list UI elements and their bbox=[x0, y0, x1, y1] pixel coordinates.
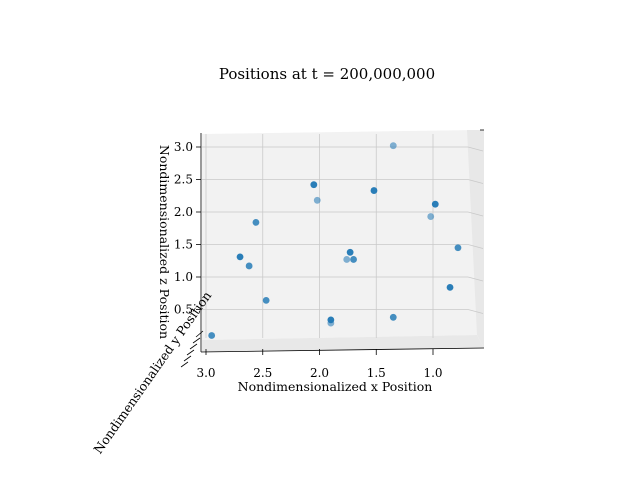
data-point bbox=[343, 256, 351, 263]
data-point bbox=[252, 219, 260, 226]
data-point bbox=[389, 142, 397, 150]
x-tick-label: 1.5 bbox=[367, 366, 386, 380]
z-grid-line-side bbox=[467, 146, 484, 152]
back-pane bbox=[202, 130, 484, 352]
z-grid-line-side bbox=[467, 244, 484, 249]
z-tick-label: 2.0 bbox=[174, 205, 193, 219]
data-point bbox=[431, 200, 439, 208]
data-point bbox=[446, 284, 454, 291]
data-point bbox=[245, 262, 253, 270]
z-tick-label: 1.0 bbox=[174, 270, 193, 284]
z-tick-label: 0.5 bbox=[174, 303, 193, 317]
x-tick-label: 2.0 bbox=[310, 366, 329, 380]
z-grid-line-side bbox=[467, 179, 484, 184]
data-point bbox=[327, 319, 335, 327]
z-tick-label: 3.0 bbox=[174, 140, 193, 154]
data-point bbox=[454, 244, 462, 252]
x-tick-label: 2.5 bbox=[253, 366, 272, 380]
axis-lines bbox=[200, 129, 485, 353]
y-axis-depth-ticks bbox=[180, 330, 204, 368]
x-axis-ticks: 3.0 2.5 2.0 1.5 1.0 bbox=[196, 349, 443, 380]
data-point bbox=[208, 332, 216, 339]
z-axis-ticks: 0.5 1.0 1.5 2.0 2.5 3.0 bbox=[174, 140, 201, 317]
data-points bbox=[208, 142, 462, 339]
data-point bbox=[346, 248, 354, 256]
z-grid-line-side bbox=[467, 211, 484, 217]
data-point bbox=[389, 313, 397, 321]
data-point bbox=[262, 297, 270, 304]
x-axis-label: Nondimensionalized x Position bbox=[238, 379, 433, 394]
z-tick-label: 1.5 bbox=[174, 238, 193, 252]
chart-title: Positions at t = 200,000,000 bbox=[219, 65, 435, 83]
z-tick-label: 2.5 bbox=[174, 173, 193, 187]
z-grid-line-side bbox=[467, 309, 484, 314]
data-point bbox=[350, 256, 357, 263]
data-point bbox=[236, 253, 244, 261]
data-point bbox=[427, 213, 435, 220]
z-axis-label: Nondimensionalized z Position bbox=[157, 145, 172, 339]
data-point bbox=[310, 181, 318, 189]
x-tick-label: 1.0 bbox=[423, 366, 442, 380]
x-tick-label: 3.0 bbox=[196, 366, 215, 380]
data-point bbox=[313, 196, 321, 204]
data-point bbox=[370, 187, 378, 194]
grid-lines bbox=[202, 134, 484, 338]
z-grid-line-side bbox=[467, 276, 484, 282]
